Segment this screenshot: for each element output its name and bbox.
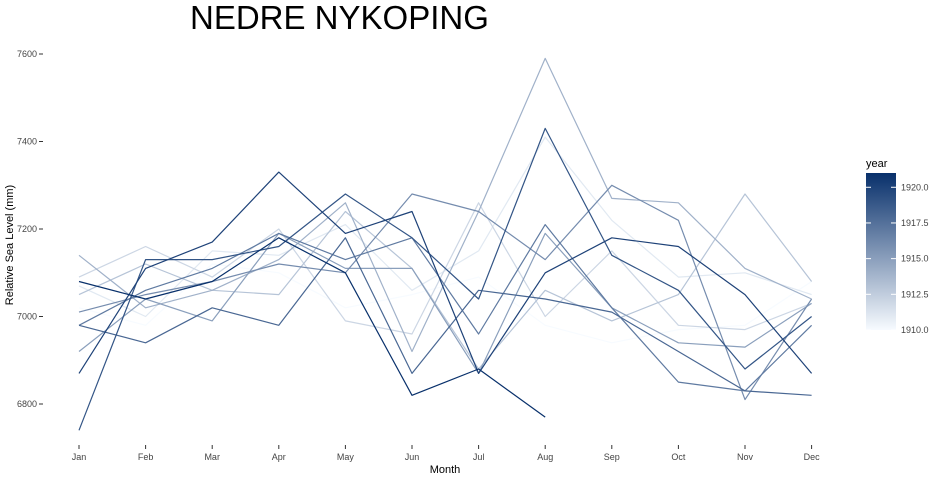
x-tick-label: Jul [473,452,485,462]
chart-title: NEDRE NYKOPING [190,0,489,36]
x-tick-label: May [337,452,355,462]
series-line-1914 [78,57,812,353]
legend-colorbar [866,173,896,330]
legend-tick-label: 1912.5 [901,289,929,299]
x-tick-label: Feb [138,452,154,462]
x-tick-label: Jan [72,452,87,462]
series-line-1921 [78,237,546,418]
x-tick-label: Apr [272,452,286,462]
y-tick-label: 7600 [17,49,37,59]
legend-tick-label: 1915.0 [901,254,929,264]
series-line-1918 [78,237,812,396]
legend: year 1910.0 1912.5 1915.0 1917.5 1920.0 [866,158,929,335]
y-tick-label: 7400 [17,137,37,147]
x-axis-title: Month [430,464,461,476]
legend-tick-label: 1920.0 [901,182,929,192]
legend-tick-label: 1910.0 [901,325,929,335]
y-tick-label: 7200 [17,224,37,234]
y-tick-label: 7000 [17,312,37,322]
legend-tick-label: 1917.5 [901,218,929,228]
y-axis: 6800 7000 7200 7400 7600 [17,49,43,409]
x-tick-label: Jun [405,452,420,462]
legend-title: year [866,158,888,170]
series-line-1916 [78,184,813,401]
x-tick-label: Oct [671,452,686,462]
y-axis-title: Relative Sea Level (mm) [4,185,16,305]
series-line-1919 [78,127,812,431]
x-tick-label: Mar [204,452,220,462]
x-tick-label: Aug [537,452,553,462]
series-line-1915 [78,232,812,374]
series-line-1913 [78,193,813,370]
x-tick-label: Dec [804,452,821,462]
series-line-1920 [78,171,813,374]
x-axis: Jan Feb Mar Apr May Jun Jul Aug Sep Oct Nov Dec [72,445,820,462]
series-line-1911 [78,136,812,318]
plot-area [78,57,813,431]
series-line-1917 [78,224,813,392]
y-tick-label: 6800 [17,399,37,409]
x-tick-label: Nov [737,452,754,462]
x-tick-label: Sep [604,452,620,462]
